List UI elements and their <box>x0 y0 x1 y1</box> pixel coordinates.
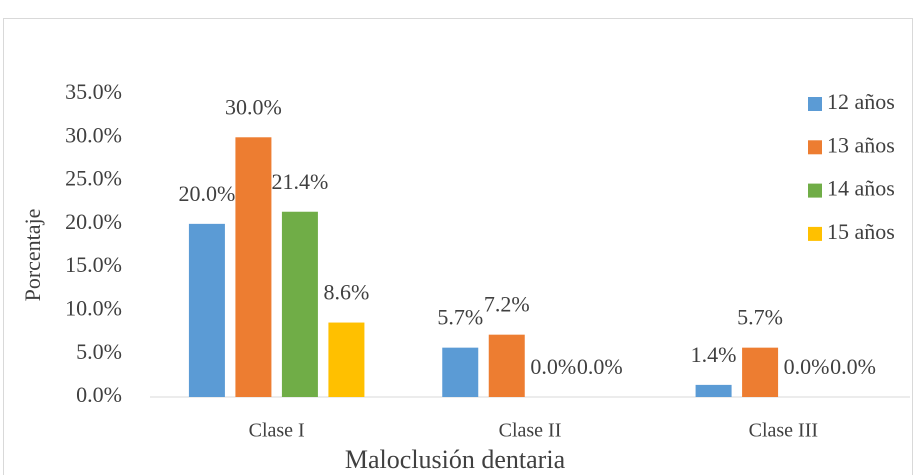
x-tick-label: Clase III <box>749 420 818 442</box>
legend-swatch <box>808 140 822 155</box>
value-label: 20.0% <box>179 181 236 206</box>
bar <box>695 384 732 397</box>
y-tick-label: 25.0% <box>65 166 122 191</box>
chart-border <box>3 18 913 475</box>
x-axis-title: Maloclusión dentaria <box>345 445 566 474</box>
legend-label: 12 años <box>827 89 895 114</box>
legend-swatch <box>808 226 822 241</box>
y-tick-label: 20.0% <box>65 209 122 234</box>
value-label: 5.7% <box>437 305 483 330</box>
x-tick-label: Clase II <box>499 420 562 442</box>
bar <box>328 322 365 397</box>
value-label: 7.2% <box>484 292 530 317</box>
bar <box>188 223 225 397</box>
bar <box>281 211 318 397</box>
value-label: 0.0% <box>784 354 830 379</box>
y-tick-label: 0.0% <box>76 382 122 407</box>
y-tick-label: 10.0% <box>65 295 122 320</box>
legend-swatch <box>808 97 822 111</box>
y-axis-title: Porcentaje <box>20 209 45 302</box>
value-label: 1.4% <box>691 342 737 367</box>
bar <box>488 334 525 397</box>
y-tick-label: 15.0% <box>65 252 122 277</box>
y-tick-label: 5.0% <box>76 339 122 364</box>
bar <box>742 347 779 397</box>
value-label: 0.0% <box>830 354 876 379</box>
value-label: 21.4% <box>272 169 329 194</box>
value-label: 0.0% <box>577 354 623 379</box>
value-label: 8.6% <box>324 280 370 305</box>
value-label: 30.0% <box>225 94 282 119</box>
bar <box>235 137 272 398</box>
legend-label: 13 años <box>827 132 895 157</box>
legend-label: 15 años <box>827 219 895 244</box>
bar <box>442 347 479 397</box>
y-tick-label: 30.0% <box>65 122 122 147</box>
x-tick-label: Clase I <box>249 420 305 442</box>
value-label: 0.0% <box>530 354 576 379</box>
y-tick-label: 35.0% <box>65 79 122 104</box>
value-label: 5.7% <box>737 305 783 330</box>
legend-swatch <box>808 183 822 198</box>
legend-label: 14 años <box>827 176 895 201</box>
